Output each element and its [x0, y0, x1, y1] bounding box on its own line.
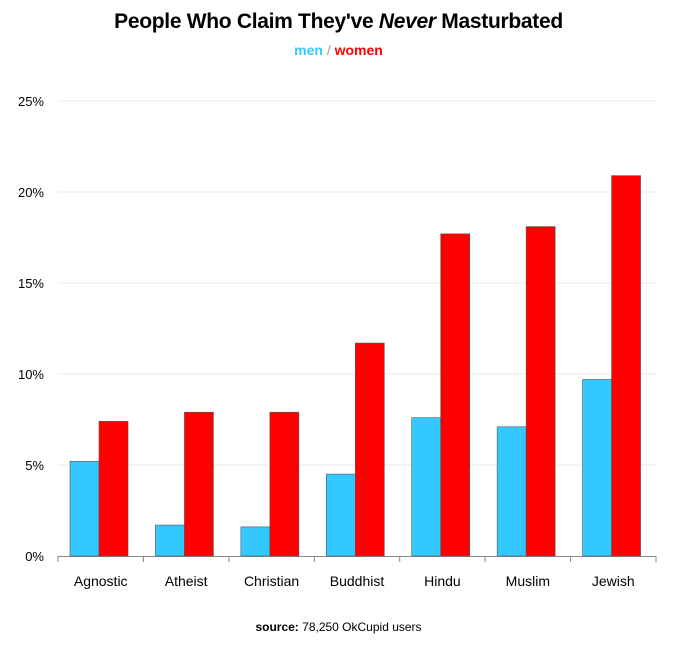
bar-men-muslim [496, 426, 527, 557]
title-prefix: People Who Claim They've [114, 10, 379, 33]
chart-title: People Who Claim They've Never Masturbat… [0, 10, 677, 34]
y-tick-label: 5% [25, 458, 44, 473]
y-tick-label: 25% [18, 94, 44, 109]
bar-women-buddhist [354, 342, 385, 557]
bar-women-atheist [184, 411, 214, 557]
y-tick-label: 0% [25, 549, 44, 564]
y-tick-label: 15% [18, 276, 44, 291]
x-tick-label: Atheist [165, 573, 208, 589]
bar-men-christian [240, 526, 271, 557]
bar-men-jewish [582, 379, 612, 557]
x-tick-label: Buddhist [330, 573, 385, 589]
x-tick-label: Agnostic [74, 573, 128, 589]
legend-women: women [334, 42, 383, 58]
legend-separator: / [326, 42, 331, 58]
x-tick-label: Jewish [592, 573, 635, 589]
source-note: source: 78,250 OkCupid users [0, 620, 677, 634]
bar-women-agnostic [98, 421, 129, 557]
title-suffix: Masturbated [435, 10, 563, 33]
bar-men-hindu [411, 417, 442, 557]
x-tick-label: Hindu [424, 573, 461, 589]
legend-men: men [294, 42, 323, 58]
legend: men / women [0, 42, 677, 58]
bar-women-muslim [525, 226, 556, 557]
x-tick-label: Muslim [506, 573, 550, 589]
bar-women-christian [269, 411, 300, 557]
x-tick-label: Christian [244, 573, 299, 589]
bar-women-hindu [440, 233, 471, 557]
bar-women-jewish [611, 175, 641, 557]
y-tick-label: 10% [18, 367, 44, 382]
bar-men-atheist [155, 524, 185, 557]
bar-men-agnostic [69, 461, 100, 557]
y-tick-label: 20% [18, 185, 44, 200]
source-text: 78,250 OkCupid users [302, 620, 422, 634]
source-label: source: [255, 620, 299, 634]
bar-men-buddhist [325, 473, 356, 557]
title-emphasis: Never [378, 10, 436, 33]
